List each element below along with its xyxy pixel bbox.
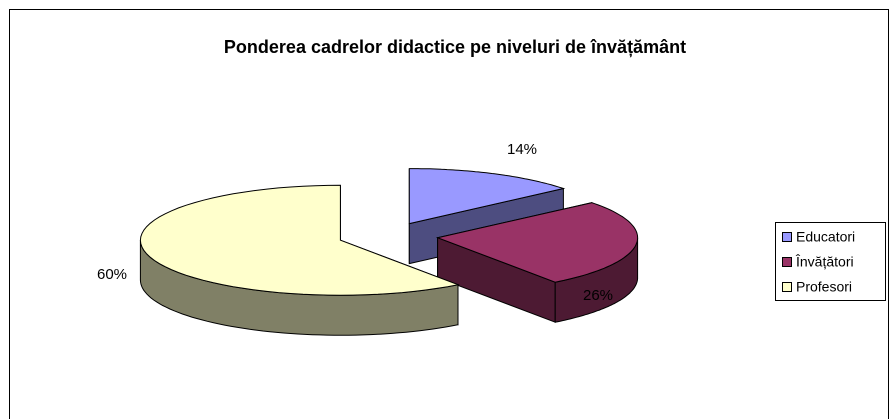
slice bbox=[435, 202, 639, 283]
legend-label: Profesori bbox=[796, 279, 852, 295]
legend-label: Educatori bbox=[796, 229, 855, 245]
data-label: 14% bbox=[507, 141, 537, 158]
chart-title: Ponderea cadrelor didactice pe niveluri … bbox=[224, 37, 686, 57]
legend-box bbox=[775, 222, 886, 301]
legend-swatch bbox=[782, 232, 792, 242]
slice bbox=[408, 168, 566, 225]
slice bbox=[139, 184, 460, 296]
pie bbox=[139, 168, 639, 336]
legend-swatch bbox=[782, 282, 792, 292]
legend-swatch bbox=[782, 257, 792, 267]
data-label: 60% bbox=[97, 266, 127, 283]
data-label: 26% bbox=[583, 287, 613, 304]
legend-label: Învățători bbox=[795, 254, 854, 270]
